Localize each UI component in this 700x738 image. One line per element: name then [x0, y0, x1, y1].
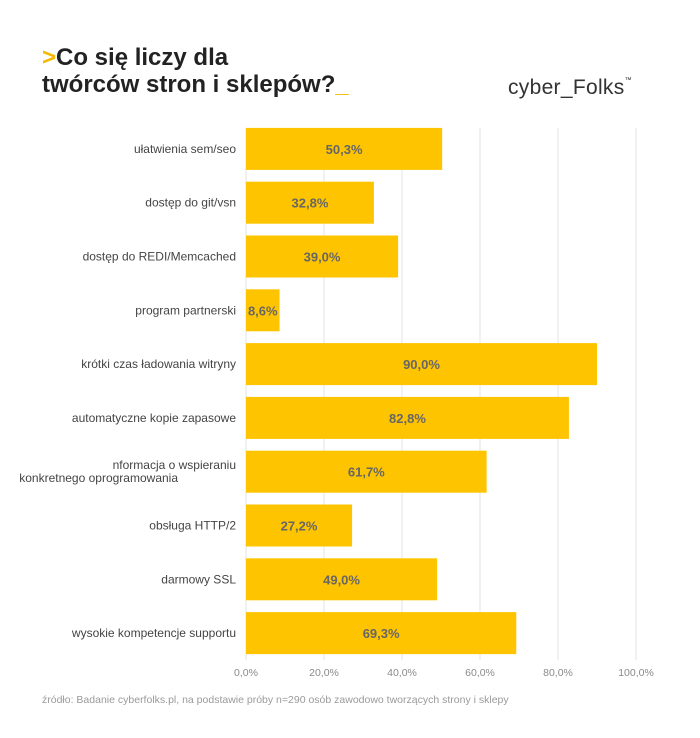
chart-title: >Co się liczy dla twórców stron i sklepó…: [42, 44, 349, 98]
x-tick-label: 80,0%: [543, 667, 573, 679]
bar: [246, 450, 487, 493]
category-label: nformacja o wspieraniu konkretnego oprogr…: [19, 458, 236, 485]
brand-logo: cyber_Folks™: [508, 76, 632, 100]
bar: [246, 127, 443, 170]
bar-value-label: 32,8%: [292, 196, 329, 211]
x-tick-label: 0,0%: [234, 667, 258, 679]
bar-value-label: 61,7%: [348, 465, 385, 480]
bar: [246, 612, 517, 655]
bar: [246, 396, 569, 439]
x-tick-label: 60,0%: [465, 667, 495, 679]
logo-trademark: ™: [624, 77, 632, 84]
title-text-2: twórców stron i sklepów?: [42, 71, 336, 98]
bar: [246, 558, 438, 601]
category-label: dostęp do git/vsn: [145, 196, 236, 210]
bar-value-label: 82,8%: [389, 411, 426, 426]
category-label: program partnerski: [135, 303, 236, 317]
title-prefix: >: [42, 44, 57, 71]
bar-value-label: 39,0%: [304, 250, 341, 265]
logo-text: cyber_Folks: [508, 76, 625, 99]
bar-value-label: 90,0%: [403, 357, 440, 372]
category-label: wysokie kompetencje supportu: [71, 626, 236, 640]
x-tick-label: 100,0%: [618, 667, 654, 679]
bar-value-label: 8,6%: [248, 303, 278, 318]
x-tick-label: 40,0%: [387, 667, 417, 679]
category-label: krótki czas ładowania witryny: [81, 357, 236, 371]
title-text-1: Co się liczy dla: [56, 44, 229, 71]
category-label: automatyczne kopie zapasowe: [72, 411, 236, 425]
bar-value-label: 27,2%: [281, 519, 318, 534]
source-note: źródło: Badanie cyberfolks.pl, na podsta…: [42, 694, 509, 706]
category-label: obsługa HTTP/2: [149, 519, 236, 533]
bar-value-label: 69,3%: [363, 626, 400, 641]
title-line-2: twórców stron i sklepów?_: [42, 71, 349, 98]
bar: [246, 289, 280, 332]
bar: [246, 235, 399, 278]
bar: [246, 181, 374, 224]
bar-value-label: 50,3%: [326, 142, 363, 157]
category-label: ułatwienia sem/seo: [134, 142, 236, 156]
category-label: darmowy SSL: [161, 572, 236, 586]
bar: [246, 343, 597, 386]
title-suffix: _: [335, 71, 349, 98]
title-line-1: >Co się liczy dla: [42, 44, 349, 71]
bar-value-label: 49,0%: [323, 572, 360, 587]
x-tick-label: 20,0%: [309, 667, 339, 679]
category-label: dostęp do REDI/Memcached: [83, 250, 236, 264]
bar: [246, 504, 353, 547]
